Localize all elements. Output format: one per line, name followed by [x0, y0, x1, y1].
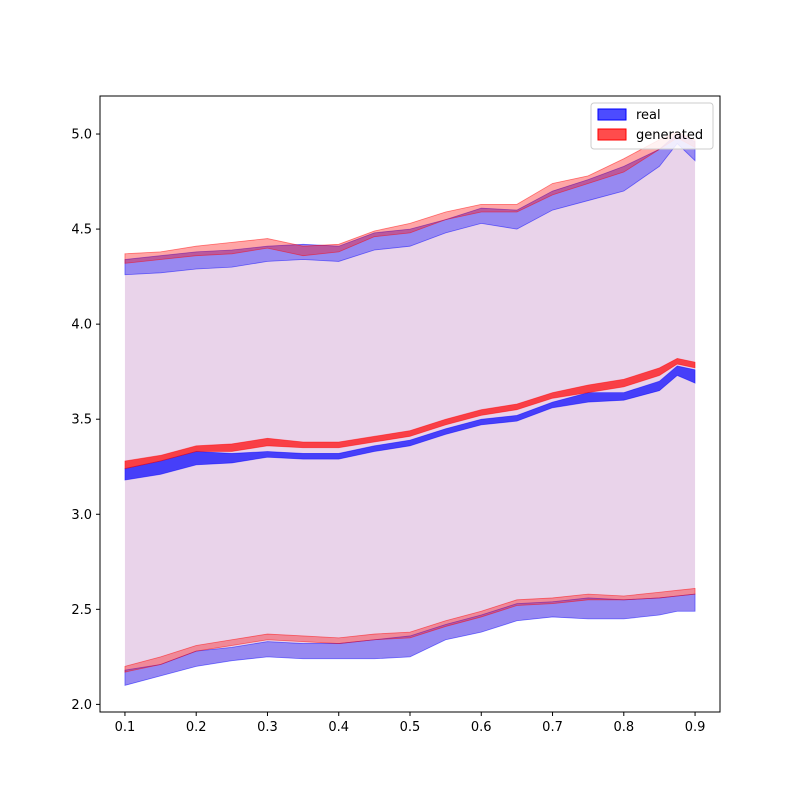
x-tick-label: 0.6	[471, 720, 492, 735]
x-tick-label: 0.2	[186, 720, 207, 735]
x-tick-label: 0.1	[115, 720, 136, 735]
x-tick-label: 0.3	[257, 720, 278, 735]
plot-area	[124, 131, 696, 686]
y-tick-label: 4.5	[71, 223, 92, 238]
y-tick-label: 3.5	[71, 413, 92, 428]
x-tick-label: 0.4	[328, 720, 349, 735]
legend-label-generated: generated	[636, 128, 703, 143]
y-tick-label: 5.0	[71, 128, 92, 143]
y-tick-label: 3.0	[71, 508, 92, 523]
x-tick-label: 0.5	[400, 720, 421, 735]
y-axis: 2.0 2.5 3.0 3.5 4.0 4.5 5.0	[71, 128, 100, 713]
y-tick-label: 4.0	[71, 318, 92, 333]
y-tick-label: 2.0	[71, 698, 92, 713]
spread-fill	[124, 134, 696, 686]
series-real-upper-band	[124, 133, 696, 276]
legend-swatch-generated	[597, 128, 627, 141]
legend: real generated	[590, 102, 714, 150]
x-tick-label: 0.9	[685, 720, 706, 735]
legend-label-real: real	[636, 108, 661, 123]
y-tick-label: 2.5	[71, 603, 92, 618]
x-axis: 0.1 0.2 0.3 0.4 0.5 0.6 0.7 0.8 0.9	[115, 712, 706, 735]
series-generated-lower-band	[124, 587, 696, 673]
series-real-mean-band	[124, 365, 696, 481]
series-generated-mean-band	[124, 357, 696, 470]
legend-swatch-real	[597, 108, 627, 121]
x-tick-label: 0.7	[542, 720, 563, 735]
x-tick-label: 0.8	[613, 720, 634, 735]
